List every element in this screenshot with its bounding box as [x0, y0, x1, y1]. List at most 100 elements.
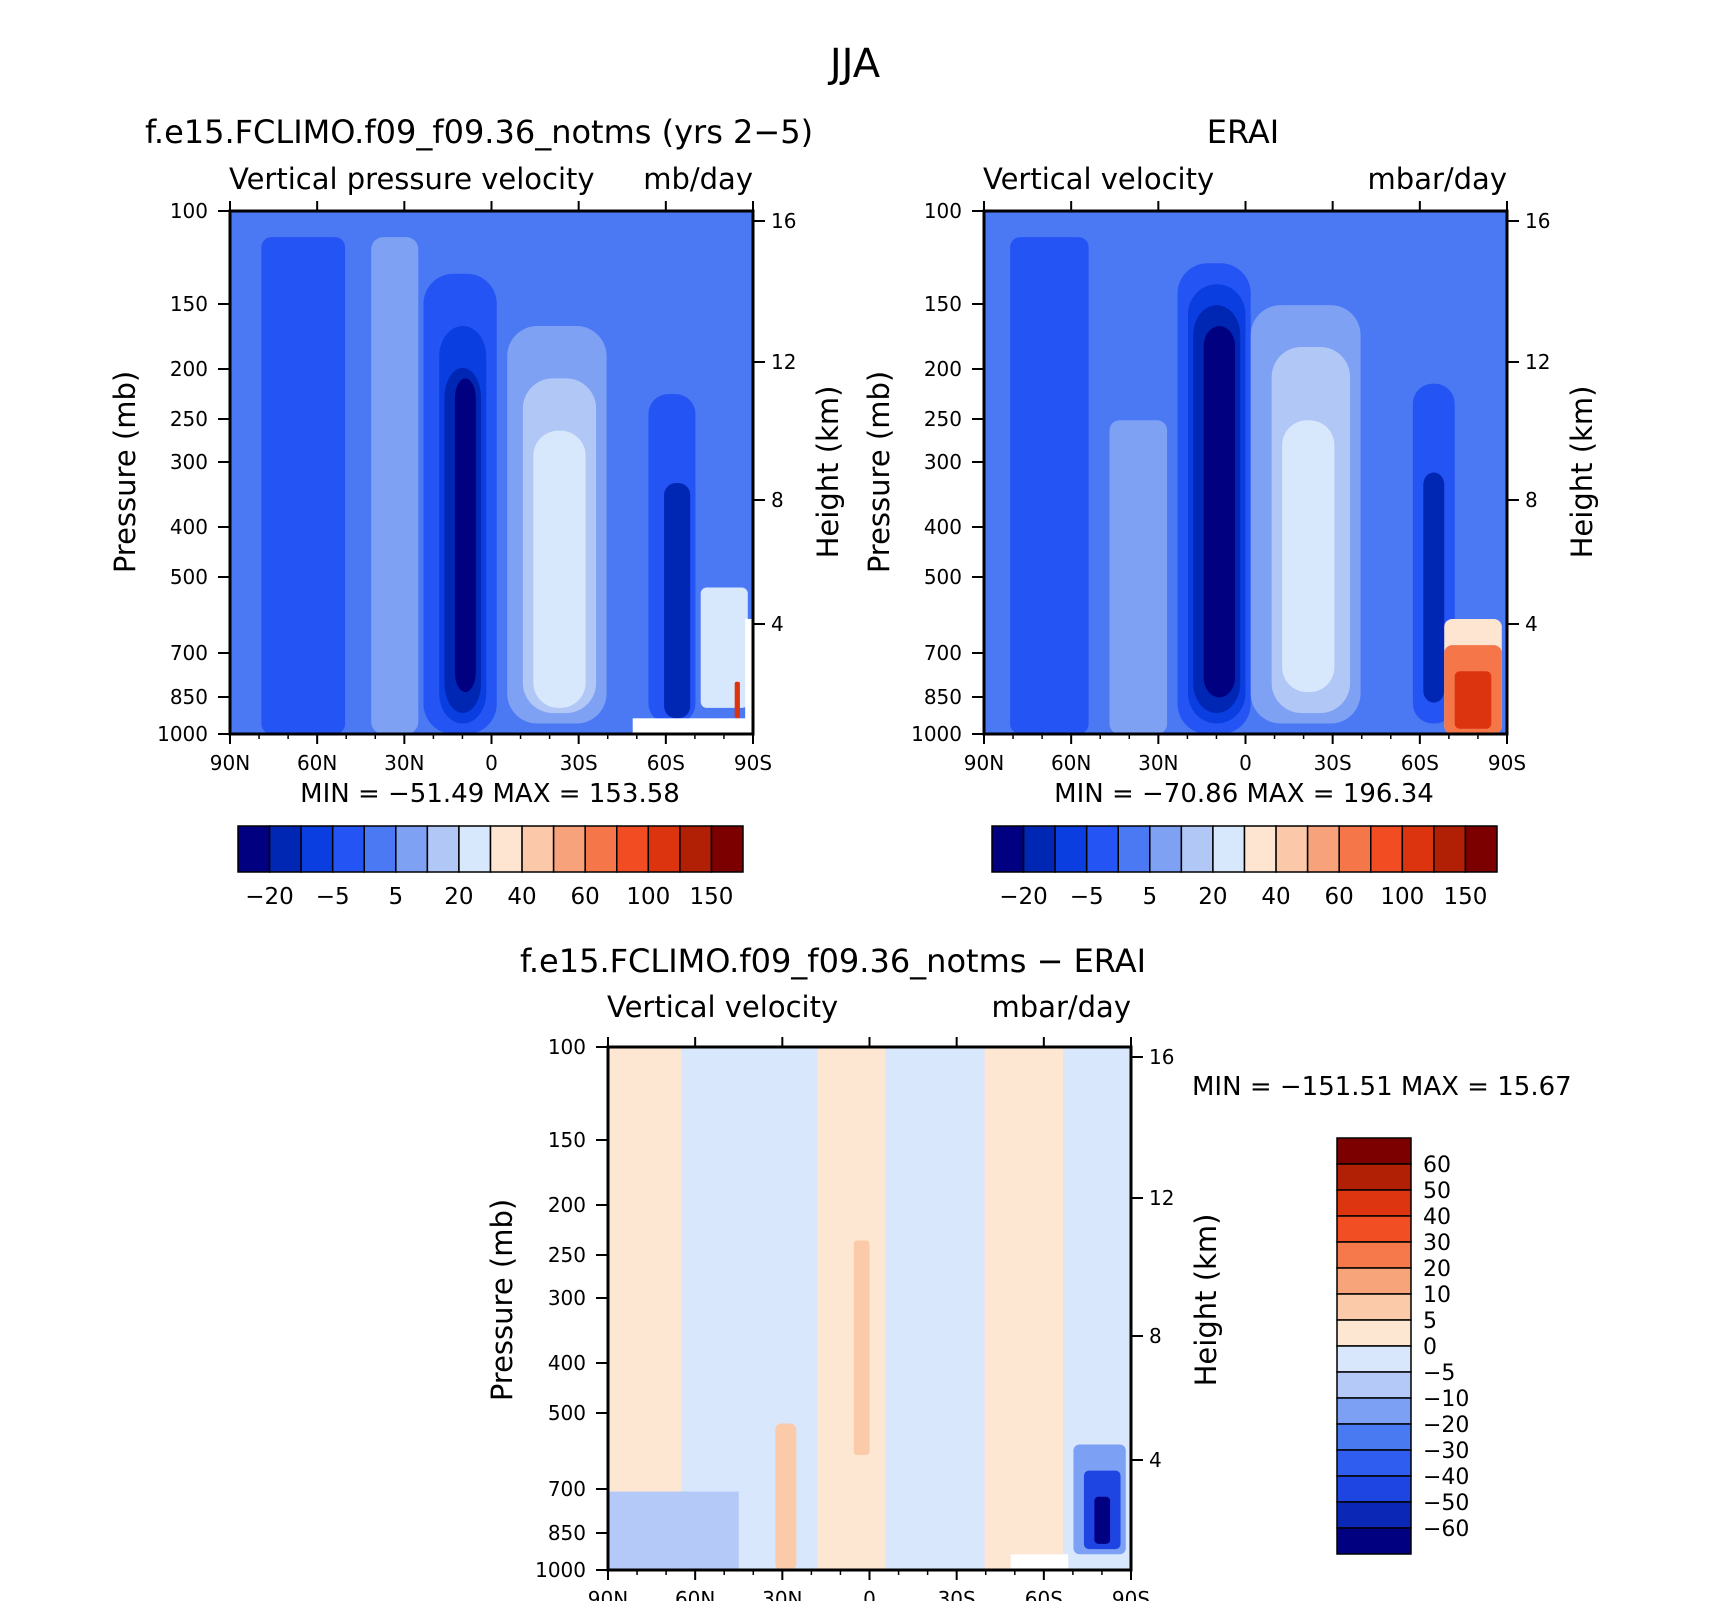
y-right-tick-label: 8	[1525, 488, 1538, 512]
colorbar-label: −20	[999, 884, 1048, 910]
contour-region	[1423, 472, 1445, 703]
colorbar-box	[1336, 1527, 1412, 1555]
y-tick-label: 100	[924, 199, 962, 223]
y-tick-label: 150	[170, 292, 208, 316]
colorbar-label: −20	[245, 884, 294, 910]
colorbar-box	[679, 825, 713, 873]
panel-diff-plot: 90N 60N 30N 0 30S 60S 90S 100 150 200 250 300 400 500…	[535, 1035, 1174, 1601]
panel-erai-subtitle-right: mbar/day	[1368, 162, 1507, 196]
colorbar-box	[1336, 1137, 1412, 1165]
x-tick-label: 90S	[1488, 751, 1526, 775]
colorbar-label: 60	[571, 884, 600, 910]
contour-region	[700, 587, 748, 708]
contour-region	[1109, 420, 1168, 734]
contour-region	[1203, 326, 1236, 698]
colorbar-box	[1336, 1501, 1412, 1529]
panel-model-subtitle-right: mb/day	[643, 162, 753, 196]
x-tick-label: 90S	[734, 751, 772, 775]
colorbar-label: 150	[1443, 884, 1487, 910]
contour-region	[1010, 1554, 1069, 1570]
colorbar-label: 50	[1423, 1179, 1451, 1204]
y-tick-label: 100	[548, 1035, 586, 1059]
contour-region	[885, 1047, 985, 1570]
colorbar-label: 5	[1142, 884, 1157, 910]
contour-region	[608, 1491, 739, 1570]
panel-diff-ylabel: Pressure (mb)	[485, 1199, 519, 1401]
x-tick-label: 90S	[1112, 1587, 1150, 1601]
y-tick-label: 200	[924, 357, 962, 381]
colorbar-box	[552, 825, 586, 873]
panel-erai-colorbar: −20 −5 5 20 40 60 100 150	[991, 825, 1498, 910]
colorbar-box	[1336, 1371, 1412, 1399]
colorbar-box	[1336, 1319, 1412, 1347]
colorbar-label: 5	[1423, 1309, 1437, 1334]
colorbar-box	[1336, 1449, 1412, 1477]
panel-erai: ERAI Vertical velocity mbar/day 90N 60N 30…	[862, 113, 1599, 910]
y-tick-label: 700	[548, 1477, 586, 1501]
colorbar-box	[1054, 825, 1088, 873]
colorbar-label: 40	[1423, 1205, 1451, 1230]
colorbar-label: −60	[1423, 1517, 1469, 1542]
colorbar-box	[1336, 1397, 1412, 1425]
colorbar-label: −50	[1423, 1491, 1469, 1516]
contour-region	[371, 237, 419, 734]
y-tick-label: 850	[924, 685, 962, 709]
y-tick-label: 1000	[911, 722, 962, 746]
colorbar-box	[395, 825, 429, 873]
colorbar-box	[1306, 825, 1340, 873]
colorbar-box	[237, 825, 271, 873]
panel-erai-plot: 90N 60N 30N 0 30S 60S 90S 100 150 200 250 300 400 500…	[911, 199, 1550, 775]
colorbar-label: 20	[1423, 1257, 1451, 1282]
colorbar-box	[363, 825, 397, 873]
panel-model: f.e15.FCLIMO.f09_f09.36_notms (yrs 2−5) …	[108, 113, 845, 910]
x-tick-label: 30S	[1314, 751, 1352, 775]
y-tick-label: 500	[548, 1401, 586, 1425]
y-tick-label: 700	[170, 641, 208, 665]
panel-diff: f.e15.FCLIMO.f09_f09.36_notms − ERAI Ver…	[485, 942, 1572, 1601]
panel-diff-title: f.e15.FCLIMO.f09_f09.36_notms − ERAI	[520, 942, 1146, 980]
colorbar-box	[426, 825, 460, 873]
panel-diff-ylabel-right: Height (km)	[1189, 1214, 1223, 1387]
x-tick-label: 0	[863, 1587, 876, 1601]
x-tick-label: 60N	[1051, 751, 1091, 775]
contour-region	[664, 482, 691, 719]
x-tick-label: 60S	[1401, 751, 1439, 775]
y-right-tick-label: 16	[1149, 1045, 1174, 1069]
panel-model-subtitle-left: Vertical pressure velocity	[229, 162, 595, 196]
colorbar-box	[1212, 825, 1246, 873]
x-tick-label: 60S	[1025, 1587, 1063, 1601]
colorbar-box	[1433, 825, 1467, 873]
colorbar-box	[458, 825, 492, 873]
colorbar-box	[1336, 1293, 1412, 1321]
y-tick-label: 1000	[157, 722, 208, 746]
panel-erai-ylabel: Pressure (mb)	[862, 371, 896, 573]
y-tick-label: 200	[548, 1193, 586, 1217]
x-tick-label: 30S	[938, 1587, 976, 1601]
colorbar-label: −5	[316, 884, 350, 910]
contour-region	[632, 718, 753, 734]
x-tick-label: 0	[1239, 751, 1252, 775]
x-tick-label: 30N	[1138, 751, 1178, 775]
colorbar-box	[1336, 1267, 1412, 1295]
y-right-tick-label: 8	[771, 488, 784, 512]
colorbar-box	[1338, 825, 1372, 873]
contour-region	[745, 618, 753, 734]
contour-region	[1282, 420, 1335, 693]
y-right-tick-label: 4	[1149, 1448, 1162, 1472]
colorbar-label: 150	[689, 884, 733, 910]
x-tick-label: 60S	[647, 751, 685, 775]
colorbar-label: 30	[1423, 1231, 1451, 1256]
colorbar-label: 10	[1423, 1283, 1451, 1308]
colorbar-box	[1275, 825, 1309, 873]
y-tick-label: 250	[170, 407, 208, 431]
colorbar-label: 100	[1380, 884, 1424, 910]
y-tick-label: 150	[924, 292, 962, 316]
colorbar-box	[647, 825, 681, 873]
contour-region	[1454, 671, 1492, 729]
colorbar-label: 5	[388, 884, 403, 910]
contour-region	[454, 378, 476, 693]
colorbar-box	[616, 825, 650, 873]
y-tick-label: 850	[170, 685, 208, 709]
colorbar-box	[1117, 825, 1151, 873]
